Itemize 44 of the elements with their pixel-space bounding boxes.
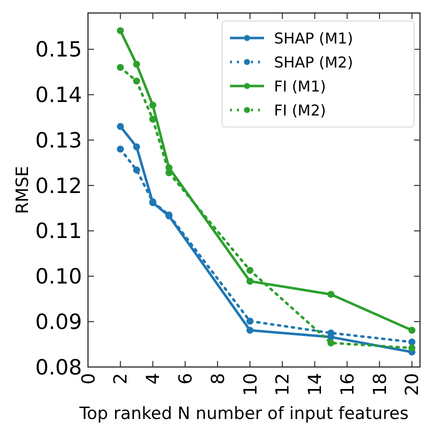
point: [116, 122, 124, 130]
legend-label: FI (M2): [274, 101, 326, 120]
point: [133, 60, 140, 68]
y-tick-label: 0.15: [35, 38, 82, 62]
x-tick-label: 16: [337, 373, 358, 396]
point: [133, 78, 140, 85]
point: [327, 290, 334, 298]
point: [149, 116, 156, 123]
x-tick-label: 6: [175, 373, 196, 384]
legend-label: SHAP (M1): [274, 29, 354, 48]
point: [133, 143, 140, 150]
y-axis-title: RMSE: [12, 166, 33, 214]
point: [116, 146, 124, 153]
x-tick-label: 14: [305, 373, 326, 396]
y-tick-label: 0.10: [35, 264, 82, 289]
point: [408, 338, 416, 346]
x-tick-label: 2: [110, 373, 132, 384]
point: [408, 326, 416, 334]
legend-label: FI (M1): [274, 77, 326, 96]
x-tick-label: 10: [240, 373, 262, 396]
y-tick-label: 0.14: [35, 83, 82, 108]
x-tick-label: 20: [402, 373, 424, 396]
legend-label: SHAP (M2): [274, 53, 354, 72]
y-tick-label: 0.11: [35, 219, 82, 244]
y-tick-label: 0.13: [35, 128, 82, 152]
x-tick-label: 12: [272, 373, 294, 396]
x-axis-title: Top ranked N number of input features: [78, 404, 409, 423]
point: [246, 266, 254, 274]
point: [246, 278, 254, 285]
x-tick-label: 8: [208, 373, 229, 384]
point: [408, 344, 416, 352]
y-tick-label: 0.12: [35, 174, 82, 198]
point: [165, 169, 172, 176]
point: [133, 166, 140, 174]
point: [116, 64, 124, 71]
point: [246, 326, 254, 334]
point: [327, 329, 334, 336]
point: [116, 27, 124, 34]
y-tick-label: 0.09: [35, 310, 82, 334]
x-tick-label: 4: [143, 373, 164, 384]
x-tick-label: 18: [370, 373, 391, 396]
point: [246, 318, 254, 325]
point: [327, 339, 334, 346]
point: [149, 102, 156, 109]
